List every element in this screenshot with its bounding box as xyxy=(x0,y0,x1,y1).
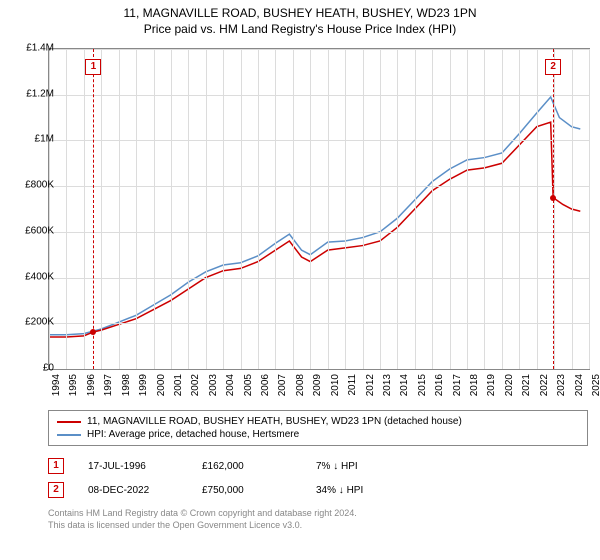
legend-row: 11, MAGNAVILLE ROAD, BUSHEY HEATH, BUSHE… xyxy=(57,415,579,428)
sale-date: 08-DEC-2022 xyxy=(88,485,178,496)
x-axis-label: 2010 xyxy=(330,374,341,396)
x-axis-label: 2002 xyxy=(190,374,201,396)
y-axis-label: £0 xyxy=(43,363,54,374)
sale-marker: 2 xyxy=(48,482,64,498)
sale-marker: 1 xyxy=(48,458,64,474)
sale-dot xyxy=(550,195,556,201)
legend-row: HPI: Average price, detached house, Hert… xyxy=(57,428,579,441)
sale-dot xyxy=(90,329,96,335)
chart-container: 11, MAGNAVILLE ROAD, BUSHEY HEATH, BUSHE… xyxy=(0,0,600,560)
legend-box: 11, MAGNAVILLE ROAD, BUSHEY HEATH, BUSHE… xyxy=(48,410,588,446)
footer-line: Contains HM Land Registry data © Crown c… xyxy=(48,508,588,520)
chart-lines xyxy=(49,49,589,369)
title-line-2: Price paid vs. HM Land Registry's House … xyxy=(0,22,600,38)
y-axis-label: £1.4M xyxy=(26,43,54,54)
x-axis-label: 1999 xyxy=(138,374,149,396)
x-axis-label: 2024 xyxy=(574,374,585,396)
y-axis-label: £400K xyxy=(25,271,54,282)
x-axis-label: 2019 xyxy=(486,374,497,396)
x-axis-label: 2011 xyxy=(347,374,358,396)
marker-box: 1 xyxy=(85,59,101,75)
x-axis-label: 1994 xyxy=(51,374,62,396)
x-axis-label: 2003 xyxy=(208,374,219,396)
x-axis-label: 2006 xyxy=(260,374,271,396)
legend-label: 11, MAGNAVILLE ROAD, BUSHEY HEATH, BUSHE… xyxy=(87,416,462,427)
x-axis-label: 1996 xyxy=(86,374,97,396)
title-line-1: 11, MAGNAVILLE ROAD, BUSHEY HEATH, BUSHE… xyxy=(0,6,600,22)
x-axis-label: 2025 xyxy=(591,374,600,396)
sales-info: 1 17-JUL-1996 £162,000 7% ↓ HPI 2 08-DEC… xyxy=(48,454,588,502)
arrow-down-icon: ↓ xyxy=(333,461,338,472)
sale-diff: 34% ↓ HPI xyxy=(316,485,406,496)
x-axis-label: 1997 xyxy=(103,374,114,396)
x-axis-label: 2015 xyxy=(417,374,428,396)
legend-swatch xyxy=(57,421,81,423)
x-axis-label: 2000 xyxy=(156,374,167,396)
x-axis-label: 2001 xyxy=(173,374,184,396)
x-axis-label: 1998 xyxy=(121,374,132,396)
legend-label: HPI: Average price, detached house, Hert… xyxy=(87,429,299,440)
sale-price: £750,000 xyxy=(202,485,292,496)
arrow-down-icon: ↓ xyxy=(339,485,344,496)
x-axis-label: 2017 xyxy=(452,374,463,396)
sale-price: £162,000 xyxy=(202,461,292,472)
x-axis-label: 2013 xyxy=(382,374,393,396)
sale-date: 17-JUL-1996 xyxy=(88,461,178,472)
x-axis-label: 2005 xyxy=(243,374,254,396)
marker-box: 2 xyxy=(545,59,561,75)
marker-line xyxy=(553,49,554,369)
x-axis-label: 1995 xyxy=(68,374,79,396)
x-axis-label: 2014 xyxy=(399,374,410,396)
footer-line: This data is licensed under the Open Gov… xyxy=(48,520,588,532)
x-axis-label: 2016 xyxy=(434,374,445,396)
sale-row: 1 17-JUL-1996 £162,000 7% ↓ HPI xyxy=(48,454,588,478)
y-axis-label: £1M xyxy=(35,134,54,145)
marker-line xyxy=(93,49,94,369)
y-axis-label: £1.2M xyxy=(26,88,54,99)
sale-diff: 7% ↓ HPI xyxy=(316,461,406,472)
plot-area: 12 xyxy=(48,48,590,370)
x-axis-label: 2004 xyxy=(225,374,236,396)
x-axis-label: 2023 xyxy=(556,374,567,396)
title-block: 11, MAGNAVILLE ROAD, BUSHEY HEATH, BUSHE… xyxy=(0,0,600,37)
legend-swatch xyxy=(57,434,81,436)
footer: Contains HM Land Registry data © Crown c… xyxy=(48,508,588,531)
x-axis-label: 2007 xyxy=(277,374,288,396)
series-hpi xyxy=(49,97,580,335)
x-axis-label: 2008 xyxy=(295,374,306,396)
x-axis-label: 2022 xyxy=(539,374,550,396)
sale-row: 2 08-DEC-2022 £750,000 34% ↓ HPI xyxy=(48,478,588,502)
y-axis-label: £600K xyxy=(25,225,54,236)
x-axis-label: 2021 xyxy=(521,374,532,396)
y-axis-label: £200K xyxy=(25,317,54,328)
series-property xyxy=(49,122,580,337)
x-axis-label: 2018 xyxy=(469,374,480,396)
y-axis-label: £800K xyxy=(25,180,54,191)
x-axis-label: 2009 xyxy=(312,374,323,396)
x-axis-label: 2012 xyxy=(365,374,376,396)
x-axis-label: 2020 xyxy=(504,374,515,396)
